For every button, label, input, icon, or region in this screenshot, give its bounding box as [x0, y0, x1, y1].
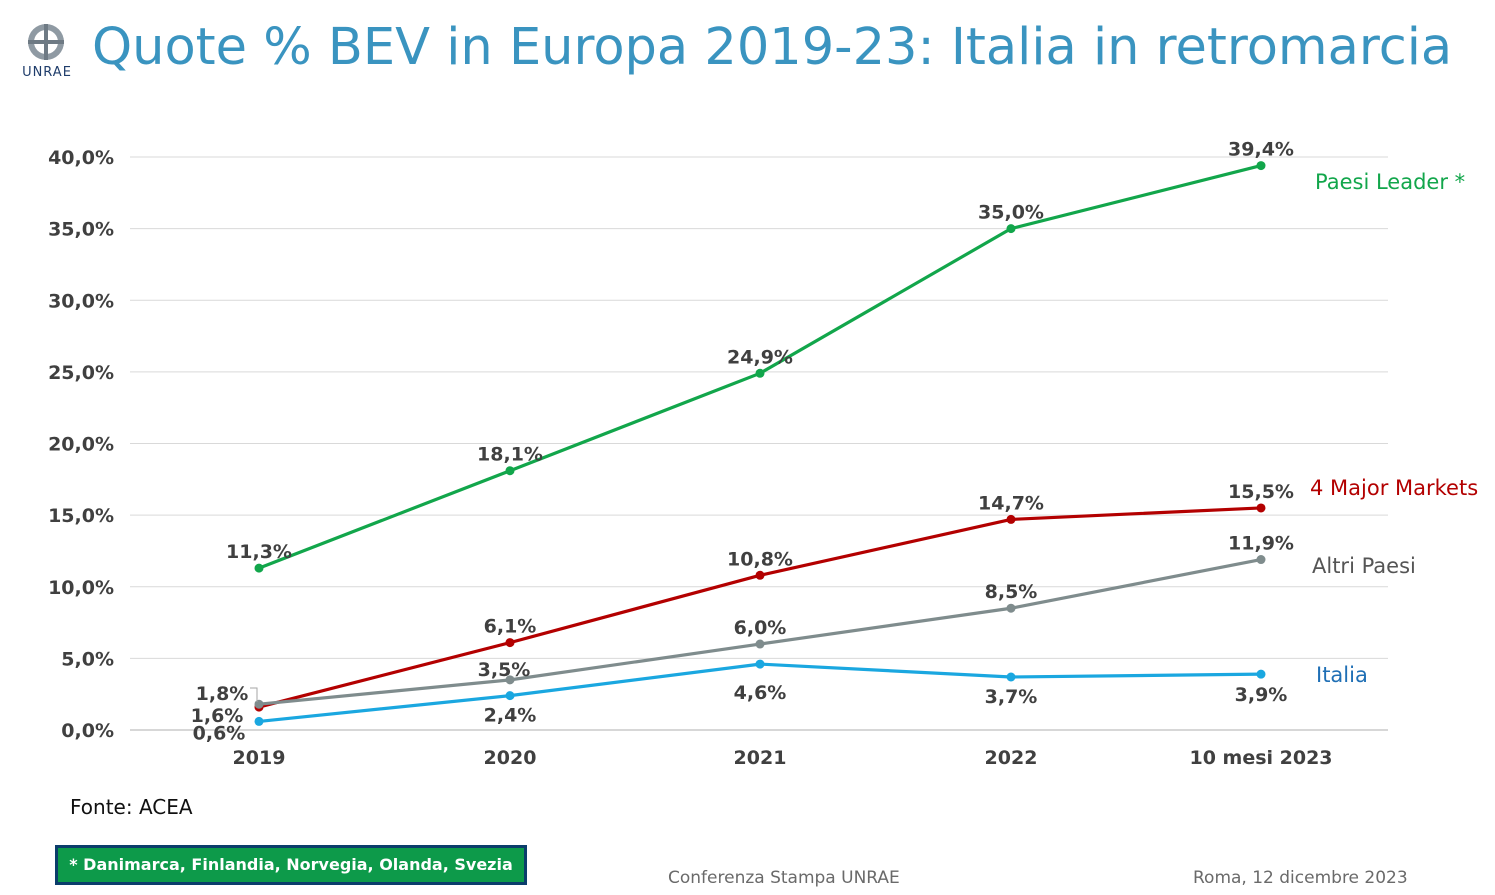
data-point-italia — [1256, 669, 1266, 679]
data-point-altri-paesi — [1006, 603, 1016, 613]
data-point-italia — [505, 691, 515, 701]
legend-paesi-leader: Paesi Leader * — [1315, 170, 1465, 194]
y-tick-label: 40,0% — [48, 147, 114, 169]
legend-4-major-markets: 4 Major Markets — [1310, 476, 1478, 500]
logo-text: UNRAE — [22, 65, 72, 80]
y-tick-label: 35,0% — [48, 219, 114, 241]
data-point-italia — [755, 659, 765, 669]
data-point-paesi-leader — [254, 563, 264, 573]
data-label-altri-paesi: 1,8% — [196, 683, 249, 705]
page-title: Quote % BEV in Europa 2019-23: Italia in… — [92, 18, 1453, 77]
data-label-4-major-markets: 6,1% — [484, 616, 537, 638]
x-tick-label: 2021 — [734, 747, 787, 769]
data-label-4-major-markets: 14,7% — [978, 492, 1044, 514]
y-tick-label: 30,0% — [48, 290, 114, 312]
x-tick-label: 2022 — [985, 747, 1038, 769]
data-label-italia: 4,6% — [734, 682, 787, 704]
data-point-altri-paesi — [1256, 555, 1266, 565]
y-tick-label: 25,0% — [48, 362, 114, 384]
data-label-paesi-leader: 11,3% — [226, 541, 292, 563]
y-tick-label: 15,0% — [48, 505, 114, 527]
data-point-paesi-leader — [1256, 161, 1266, 171]
data-point-paesi-leader — [755, 368, 765, 378]
data-point-4-major-markets — [755, 570, 765, 580]
x-tick-label: 2019 — [233, 747, 286, 769]
data-label-paesi-leader: 39,4% — [1228, 139, 1294, 161]
leader-countries-note: * Danimarca, Finlandia, Norvegia, Olanda… — [55, 845, 527, 885]
data-label-altri-paesi: 6,0% — [734, 617, 787, 639]
data-label-italia: 0,6% — [193, 722, 246, 744]
data-label-italia: 3,7% — [985, 686, 1038, 708]
data-label-4-major-markets: 15,5% — [1228, 481, 1294, 503]
data-point-4-major-markets — [1006, 514, 1016, 524]
data-point-italia — [254, 716, 264, 726]
data-label-paesi-leader: 24,9% — [727, 346, 793, 368]
data-label-altri-paesi: 3,5% — [478, 659, 531, 681]
y-tick-label: 0,0% — [61, 720, 114, 742]
data-point-paesi-leader — [505, 466, 515, 476]
data-point-altri-paesi — [755, 639, 765, 649]
data-label-italia: 2,4% — [484, 705, 537, 727]
footer-date: Roma, 12 dicembre 2023 — [1193, 868, 1408, 888]
label-leader-line — [250, 687, 258, 702]
data-label-altri-paesi: 8,5% — [985, 581, 1038, 603]
data-point-4-major-markets — [1256, 503, 1266, 513]
data-label-4-major-markets: 1,6% — [191, 705, 244, 727]
x-tick-label: 10 mesi 2023 — [1189, 747, 1332, 769]
data-point-altri-paesi — [254, 699, 264, 709]
source-note: Fonte: ACEA — [70, 795, 193, 819]
data-point-italia — [1006, 672, 1016, 682]
data-label-4-major-markets: 10,8% — [727, 548, 793, 570]
bev-share-line-chart: 0,0% 5,0% 10,0% 15,0% 20,0% 25,0% 30,0% 35,0% 40… — [48, 139, 1478, 769]
data-point-4-major-markets — [505, 638, 515, 648]
y-tick-label: 20,0% — [48, 434, 114, 456]
y-tick-label: 10,0% — [48, 577, 114, 599]
legend-altri-paesi: Altri Paesi — [1312, 554, 1416, 578]
footer-event: Conferenza Stampa UNRAE — [668, 868, 900, 888]
x-tick-label: 2020 — [484, 747, 537, 769]
legend-italia: Italia — [1316, 663, 1368, 687]
y-tick-label: 5,0% — [61, 648, 114, 670]
data-label-italia: 3,9% — [1235, 684, 1288, 706]
unrae-logo: UNRAE — [14, 18, 80, 80]
data-point-altri-paesi — [505, 675, 515, 685]
data-label-paesi-leader: 18,1% — [477, 444, 543, 466]
data-point-paesi-leader — [1006, 224, 1016, 234]
data-label-altri-paesi: 11,9% — [1228, 533, 1294, 555]
data-label-paesi-leader: 35,0% — [978, 202, 1044, 224]
